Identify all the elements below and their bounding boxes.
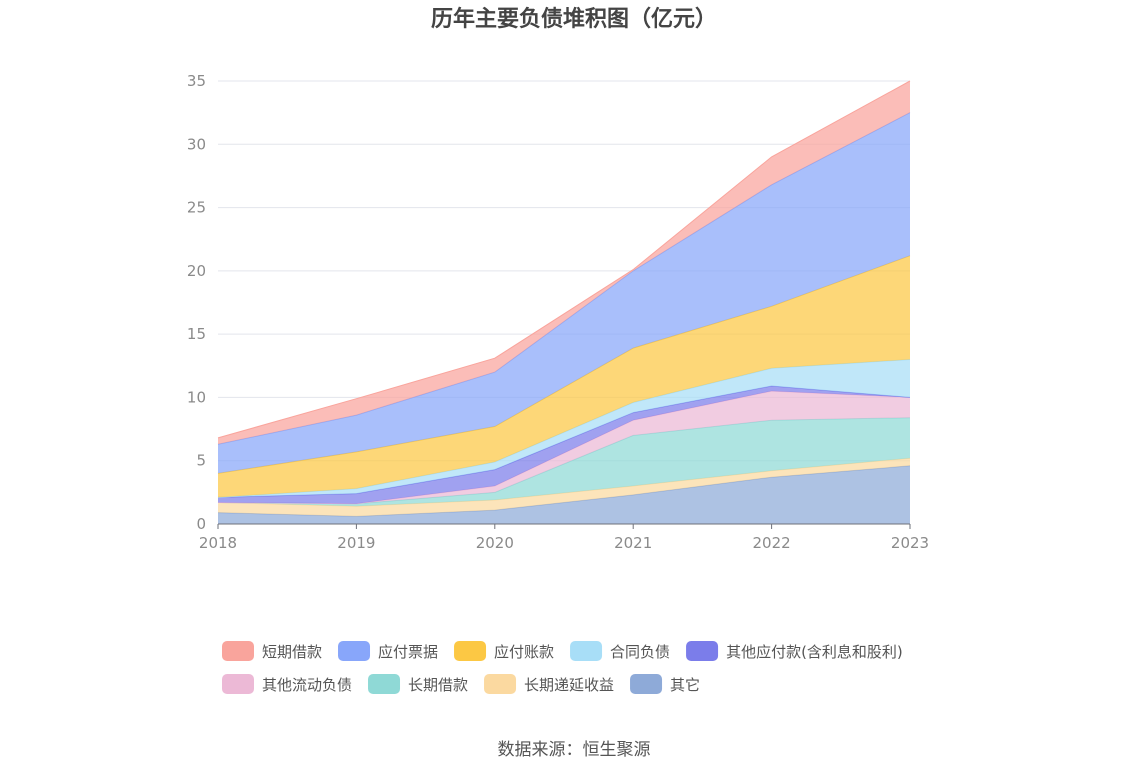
y-tick-label: 25	[187, 199, 206, 217]
source-note: 数据来源：恒生聚源	[498, 740, 651, 760]
y-tick-label: 0	[196, 515, 206, 533]
legend-swatch	[484, 674, 517, 694]
x-tick-label: 2023	[891, 534, 929, 552]
area-其他应付款(含利息和股利)	[218, 386, 910, 504]
area-其他流动负债	[218, 391, 910, 504]
y-tick-label: 5	[196, 452, 206, 470]
area-edge-短期借款	[217, 80, 911, 439]
legend-item[interactable]: 其他应付款(含利息和股利)	[686, 641, 903, 661]
legend-swatch	[570, 641, 603, 661]
x-tick-label: 2019	[337, 534, 375, 552]
legend-swatch	[222, 674, 254, 694]
area-应付账款	[218, 255, 910, 498]
legend-label: 应付账款	[494, 643, 554, 661]
legend-label: 短期借款	[262, 643, 322, 661]
legend-swatch	[454, 641, 487, 661]
legend-item[interactable]: 合同负债	[570, 641, 670, 661]
area-series	[217, 80, 911, 524]
legend: 短期借款 应付票据 应付账款 合同负债 其他应付款(含利息和股利) 其他流动负债 长期借款 长…	[222, 641, 903, 694]
area-应付票据	[218, 112, 910, 474]
legend-swatch	[368, 674, 401, 694]
area-长期借款	[218, 417, 910, 507]
legend-label: 其它	[670, 676, 700, 694]
x-tick-label: 2018	[199, 534, 237, 552]
legend-item[interactable]: 其他流动负债	[222, 674, 352, 694]
legend-label: 长期借款	[408, 676, 468, 694]
legend-label: 其他流动负债	[262, 676, 352, 694]
area-合同负债	[218, 359, 910, 498]
y-tick-label: 35	[187, 72, 206, 90]
legend-swatch	[222, 641, 254, 661]
legend-swatch	[338, 641, 371, 661]
area-其它	[218, 465, 910, 524]
x-tick-label: 2022	[753, 534, 791, 552]
x-tick-label: 2021	[614, 534, 652, 552]
legend-item[interactable]: 应付票据	[338, 641, 438, 661]
chart-title: 历年主要负债堆积图（亿元）	[431, 6, 717, 32]
legend-item[interactable]: 短期借款	[222, 641, 322, 661]
legend-item[interactable]: 其它	[630, 674, 700, 694]
area-长期递延收益	[218, 458, 910, 517]
legend-swatch	[630, 674, 663, 694]
legend-item[interactable]: 长期借款	[368, 674, 468, 694]
legend-item[interactable]: 应付账款	[454, 641, 554, 661]
legend-label: 应付票据	[378, 643, 438, 661]
legend-label: 其他应付款(含利息和股利)	[726, 643, 903, 661]
y-tick-label: 15	[187, 325, 206, 343]
x-tick-label: 2020	[476, 534, 514, 552]
y-tick-label: 30	[187, 135, 206, 153]
legend-label: 长期递延收益	[524, 676, 614, 694]
y-tick-label: 20	[187, 262, 206, 280]
legend-item[interactable]: 长期递延收益	[484, 674, 614, 694]
legend-swatch	[686, 641, 719, 661]
axes: 2018 2019 2020 2021 2022 2023	[199, 523, 929, 552]
y-tick-label: 10	[187, 388, 206, 406]
legend-label: 合同负债	[610, 643, 670, 661]
